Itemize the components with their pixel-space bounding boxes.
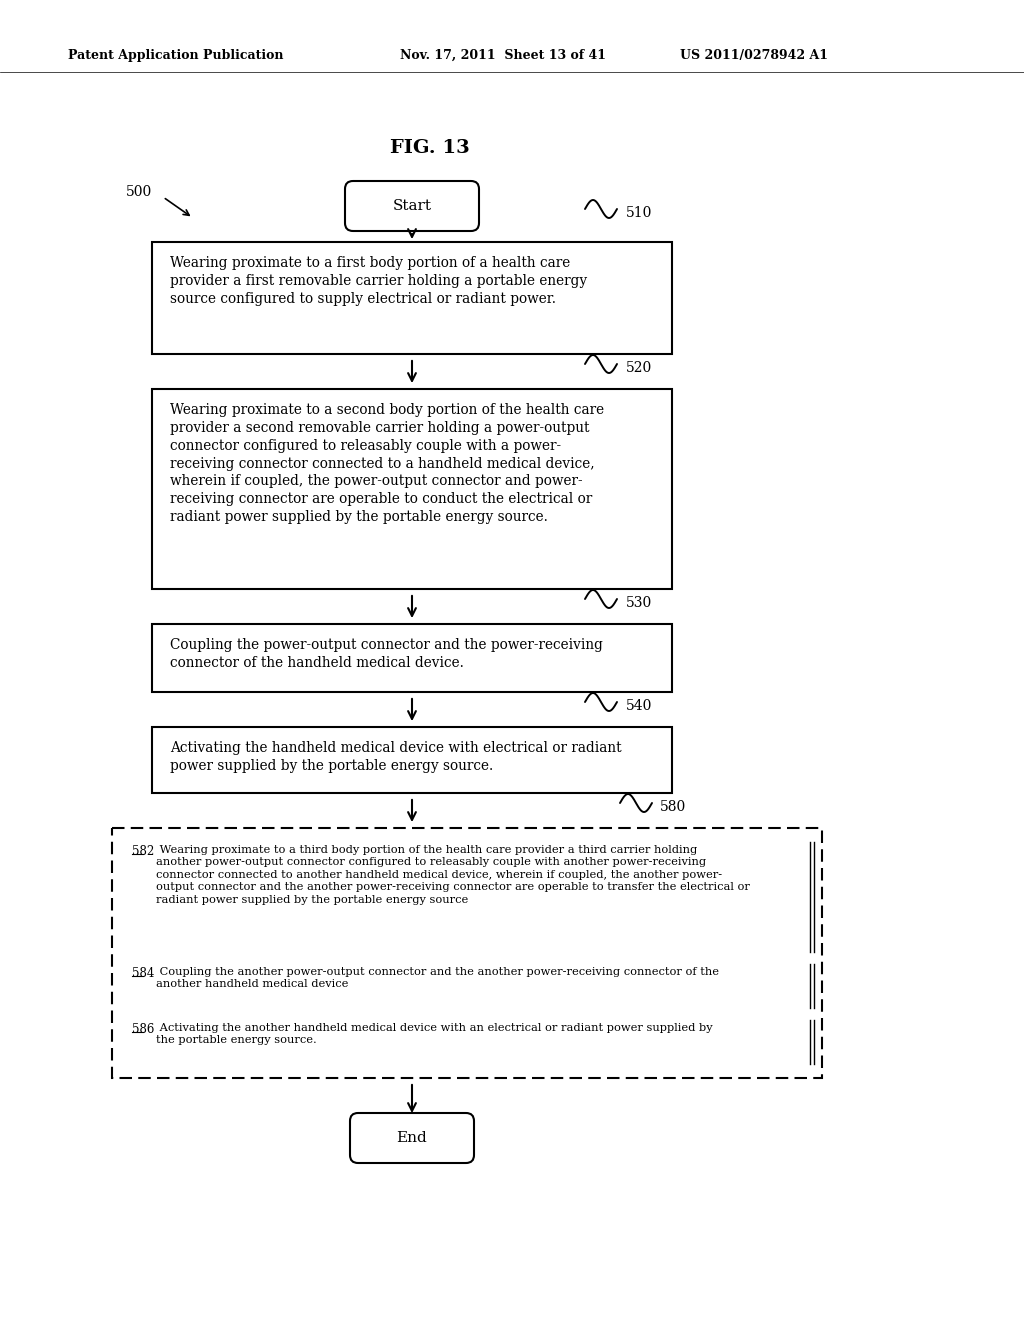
Text: Activating the handheld medical device with electrical or radiant
power supplied: Activating the handheld medical device w… <box>170 741 622 772</box>
FancyBboxPatch shape <box>126 838 808 956</box>
FancyBboxPatch shape <box>112 828 822 1078</box>
Text: Coupling the power-output connector and the power-receiving
connector of the han: Coupling the power-output connector and … <box>170 638 603 669</box>
Text: 582: 582 <box>132 845 155 858</box>
Text: 586: 586 <box>132 1023 155 1036</box>
Text: Wearing proximate to a second body portion of the health care
provider a second : Wearing proximate to a second body porti… <box>170 403 604 524</box>
Text: Start: Start <box>392 199 431 213</box>
Text: 520: 520 <box>626 360 652 375</box>
Text: 580: 580 <box>660 800 686 814</box>
Text: Wearing proximate to a first body portion of a health care
provider a first remo: Wearing proximate to a first body portio… <box>170 256 587 306</box>
FancyBboxPatch shape <box>152 389 672 589</box>
FancyBboxPatch shape <box>350 1113 474 1163</box>
FancyBboxPatch shape <box>152 727 672 793</box>
Text: 500: 500 <box>126 185 152 199</box>
FancyBboxPatch shape <box>152 624 672 692</box>
Text: 584: 584 <box>132 968 155 979</box>
Text: US 2011/0278942 A1: US 2011/0278942 A1 <box>680 49 828 62</box>
Text: 530: 530 <box>626 597 652 610</box>
Text: Coupling the another power-output connector and the another power-receiving conn: Coupling the another power-output connec… <box>156 968 719 990</box>
Text: FIG. 13: FIG. 13 <box>390 139 470 157</box>
FancyBboxPatch shape <box>126 1016 808 1068</box>
Text: Patent Application Publication: Patent Application Publication <box>68 49 284 62</box>
Text: Nov. 17, 2011  Sheet 13 of 41: Nov. 17, 2011 Sheet 13 of 41 <box>400 49 606 62</box>
Text: Wearing proximate to a third body portion of the health care provider a third ca: Wearing proximate to a third body portio… <box>156 845 750 904</box>
Text: End: End <box>396 1131 427 1144</box>
FancyBboxPatch shape <box>345 181 479 231</box>
FancyBboxPatch shape <box>126 960 808 1012</box>
Text: 510: 510 <box>626 206 652 220</box>
Text: Activating the another handheld medical device with an electrical or radiant pow: Activating the another handheld medical … <box>156 1023 713 1045</box>
Text: 540: 540 <box>626 700 652 713</box>
FancyBboxPatch shape <box>152 242 672 354</box>
